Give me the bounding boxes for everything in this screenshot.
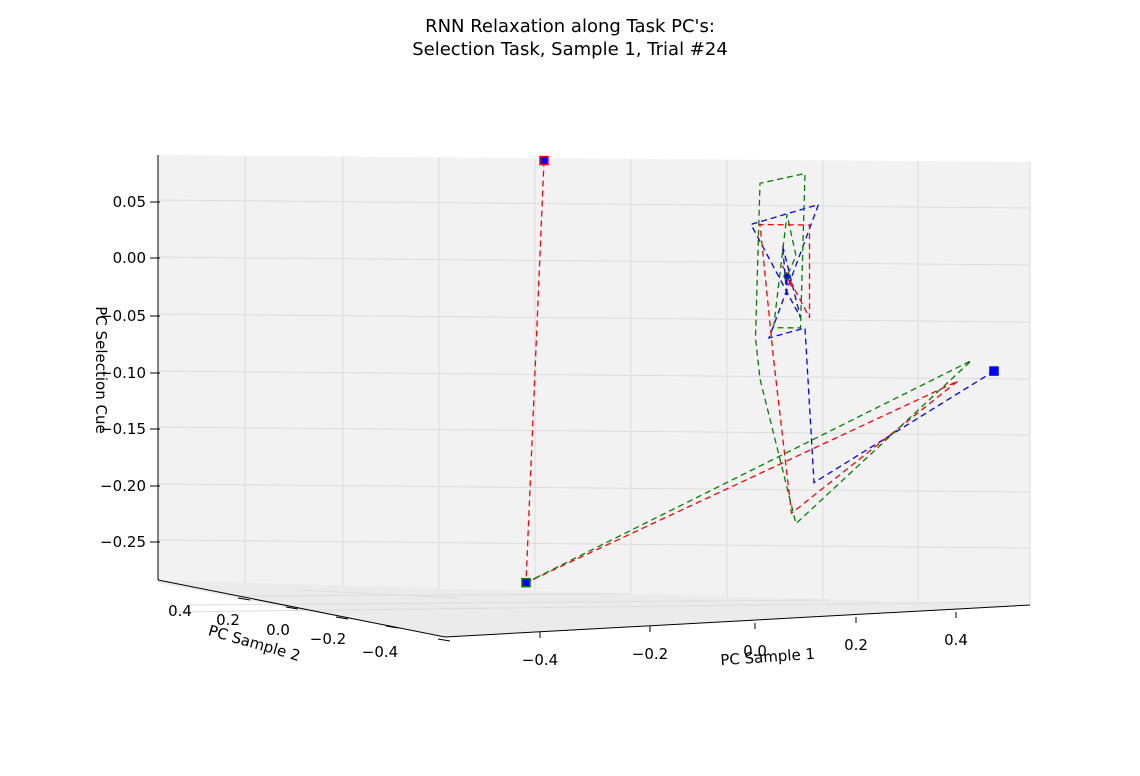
x-tick-label: −0.4	[522, 651, 558, 669]
chart-title-line-2: Selection Task, Sample 1, Trial #24	[412, 39, 728, 60]
start-marker	[521, 577, 531, 588]
y-tick-label: 0.4	[168, 602, 192, 620]
series-line	[525, 160, 959, 584]
x-tick-label: 0.4	[944, 631, 968, 649]
grid-line	[157, 256, 1031, 266]
x-axis-label: PC Sample 1	[720, 645, 816, 670]
z-tick-label: 0.05	[113, 193, 146, 211]
grid-line	[157, 483, 1031, 493]
x-tick-label: 0.0	[743, 642, 767, 660]
y-tick-label: 0.0	[266, 621, 290, 639]
y-tick-mark	[385, 625, 399, 629]
grid-line	[157, 426, 1031, 436]
back-pane	[158, 155, 1030, 605]
grid-line	[189, 599, 831, 606]
end-point	[783, 272, 791, 280]
grid-line	[239, 593, 631, 597]
grid-line	[157, 539, 1031, 549]
y-tick-mark	[237, 597, 251, 601]
grid-line	[299, 589, 461, 599]
y-tick-label: 0.2	[216, 611, 240, 629]
series-line	[525, 172, 972, 584]
grid-lines	[157, 155, 1031, 613]
grid-line	[157, 370, 1031, 380]
grid-line	[157, 199, 1031, 209]
y-tick-mark	[335, 616, 349, 620]
series-line	[750, 203, 995, 484]
z-tick-label: −0.20	[100, 477, 146, 495]
grid-line	[157, 313, 1031, 323]
x-tick-label: 0.2	[844, 636, 868, 654]
start-marker	[539, 155, 549, 166]
y-tick-label: −0.2	[310, 630, 346, 648]
z-tick-label: −0.10	[100, 364, 146, 382]
y-tick-mark	[437, 638, 451, 642]
z-tick-label: −0.05	[100, 307, 146, 325]
x-axis-line	[444, 604, 1031, 638]
ticks: 0.05 0.00 −0.05 −0.10 −0.15 −0.20 −0.25 −0.4 −0.…	[100, 193, 968, 669]
y-tick-mark	[285, 606, 299, 610]
start-marker	[989, 366, 999, 376]
chart-title-line-1: RNN Relaxation along Task PC's:	[425, 16, 715, 37]
series-layer	[521, 155, 999, 588]
z-axis-label: PC Selection Cue	[92, 306, 110, 433]
y-tick-label: −0.4	[362, 643, 398, 661]
z-tick-label: −0.15	[100, 420, 146, 438]
z-tick-label: 0.00	[113, 249, 146, 267]
x-tick-label: −0.2	[632, 645, 668, 663]
z-tick-label: −0.25	[100, 533, 146, 551]
